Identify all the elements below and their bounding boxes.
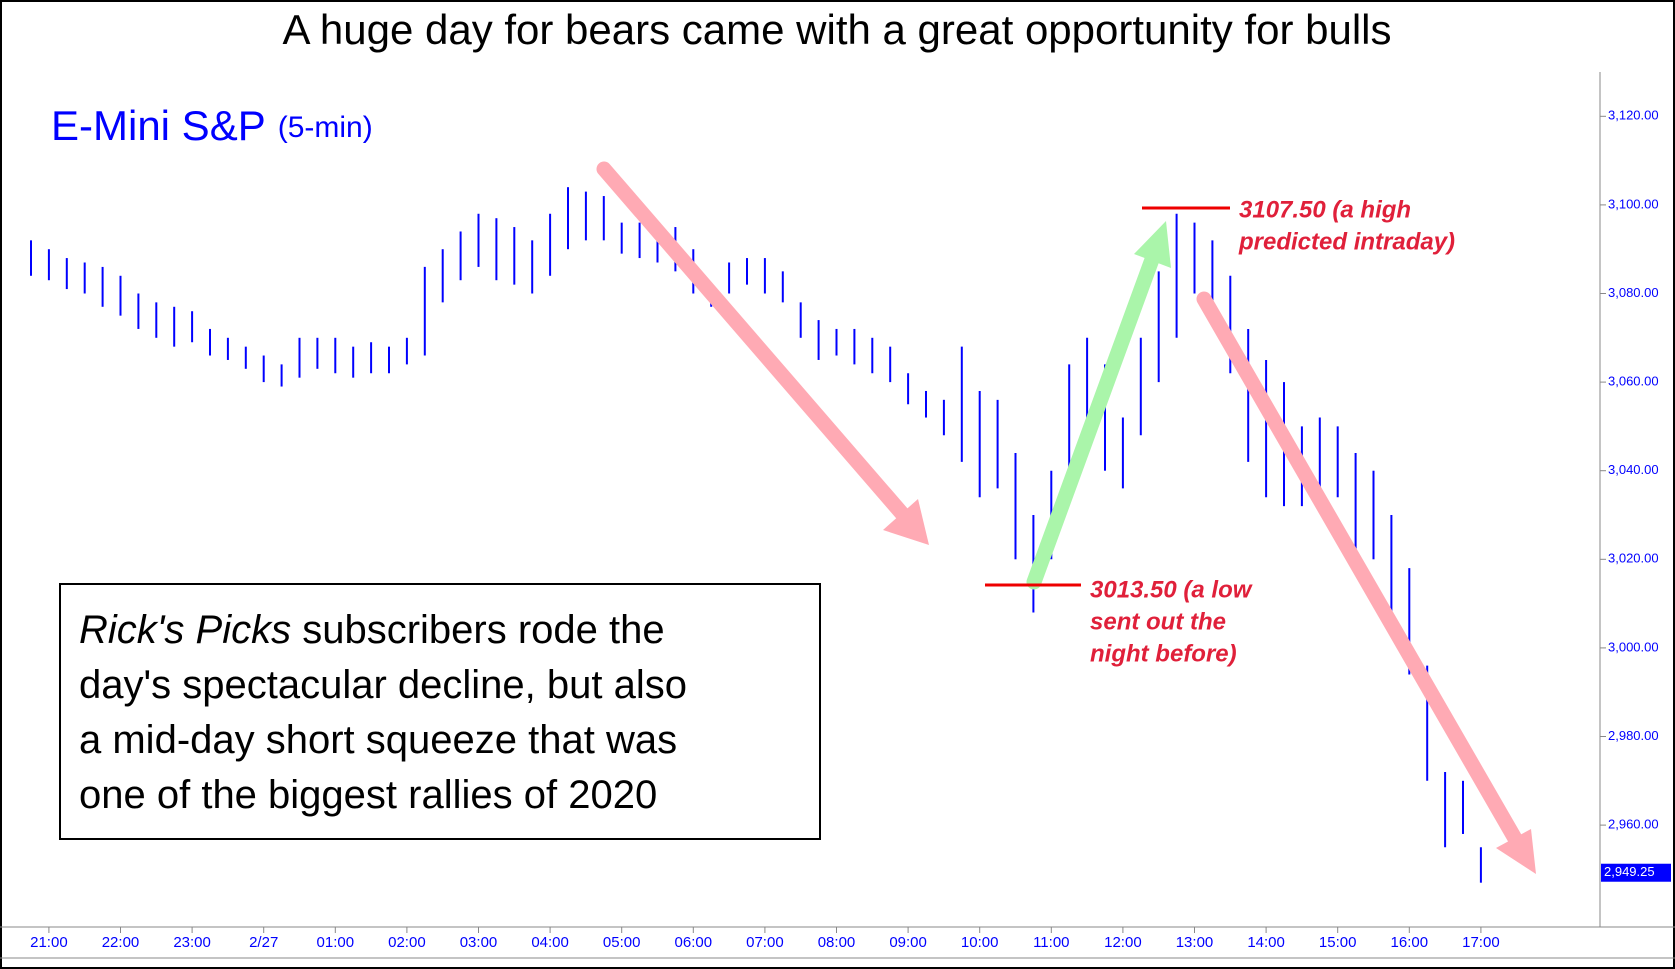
note-text: day's spectacular decline, but also <box>79 663 687 707</box>
y-tick-label: 3,000.00 <box>1608 639 1659 654</box>
arrow <box>1196 291 1525 850</box>
x-tick-label: 01:00 <box>317 934 355 951</box>
y-tick-label: 3,020.00 <box>1608 551 1659 566</box>
note-text: a mid-day short squeeze that was <box>79 718 678 762</box>
x-tick-label: 22:00 <box>102 934 140 951</box>
x-tick-label: 06:00 <box>675 934 713 951</box>
x-tick-label: 14:00 <box>1247 934 1285 951</box>
y-tick-label: 2,980.00 <box>1608 728 1659 743</box>
arrow <box>1026 246 1162 590</box>
x-tick-label: 15:00 <box>1319 934 1357 951</box>
x-tick-label: 02:00 <box>388 934 426 951</box>
arrow <box>596 161 913 525</box>
arrow-head <box>883 499 929 545</box>
annotation: sent out the <box>1090 608 1226 635</box>
note-line: Rick's Picks subscribers rode the <box>79 603 801 658</box>
note-box: Rick's Picks subscribers rode the day's s… <box>59 583 821 840</box>
y-tick-label: 3,060.00 <box>1608 374 1659 389</box>
note-text: one of the biggest rallies of 2020 <box>79 773 658 817</box>
x-tick-label: 2/27 <box>249 934 278 951</box>
note-text: subscribers rode the <box>291 608 665 652</box>
y-tick-label: 3,120.00 <box>1608 108 1659 123</box>
arrows <box>596 161 1536 874</box>
x-tick-label: 08:00 <box>818 934 856 951</box>
arrow-head <box>1134 221 1171 268</box>
x-tick-label: 17:00 <box>1462 934 1500 951</box>
x-tick-label: 16:00 <box>1391 934 1429 951</box>
note-line: one of the biggest rallies of 2020 <box>79 768 801 823</box>
note-emphasis: Rick's Picks <box>79 608 292 652</box>
y-tick-label: 3,080.00 <box>1608 285 1659 300</box>
chart-title: A huge day for bears came with a great o… <box>283 6 1392 53</box>
note-line: day's spectacular decline, but also <box>79 658 801 713</box>
last-price-label: 2,949.25 <box>1604 864 1655 879</box>
x-tick-label: 07:00 <box>746 934 784 951</box>
x-tick-label: 09:00 <box>889 934 927 951</box>
annotation: predicted intraday) <box>1238 228 1455 255</box>
x-tick-label: 10:00 <box>961 934 999 951</box>
x-tick-label: 03:00 <box>460 934 498 951</box>
annotation: 3013.50 (a low <box>1090 576 1253 603</box>
y-tick-label: 3,040.00 <box>1608 462 1659 477</box>
x-tick-label: 04:00 <box>531 934 569 951</box>
note-line: a mid-day short squeeze that was <box>79 713 801 768</box>
x-tick-label: 11:00 <box>1033 934 1069 951</box>
last-price-box <box>1601 863 1671 882</box>
annotation: night before) <box>1090 640 1237 667</box>
x-tick-label: 12:00 <box>1104 934 1142 951</box>
arrow-head <box>1496 829 1536 874</box>
x-tick-label: 05:00 <box>603 934 641 951</box>
x-tick-label: 13:00 <box>1176 934 1214 951</box>
interval: (5-min) <box>278 111 373 144</box>
instrument: E-Mini S&P (5-min) <box>51 102 373 149</box>
instrument-name: E-Mini S&P <box>51 102 266 149</box>
annotation: 3107.50 (a high <box>1239 196 1411 223</box>
y-tick-label: 2,960.00 <box>1608 817 1659 832</box>
x-tick-label: 23:00 <box>173 934 211 951</box>
y-tick-label: 3,100.00 <box>1608 196 1659 211</box>
x-tick-label: 21:00 <box>30 934 68 951</box>
